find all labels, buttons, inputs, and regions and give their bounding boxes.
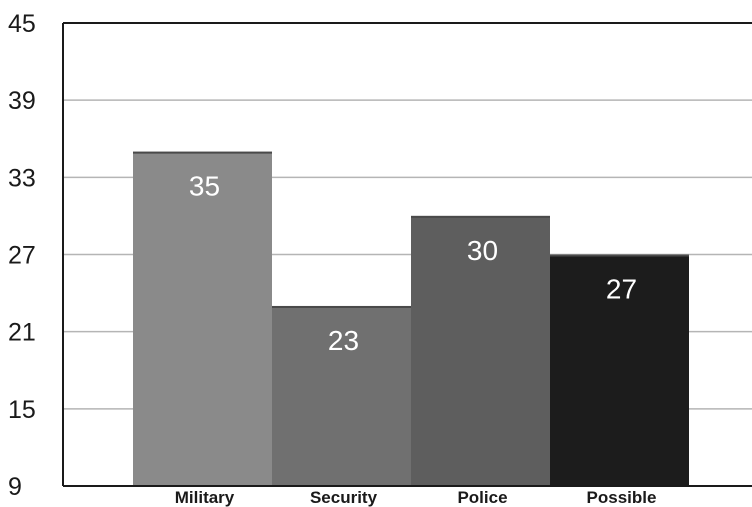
data-label: 35 bbox=[189, 171, 220, 202]
bar-security bbox=[272, 305, 411, 486]
y-tick-label: 45 bbox=[8, 10, 36, 38]
labels: 9 15 21 27 33 39 45 35 Military 23 Security 30 Polic… bbox=[8, 10, 656, 507]
y-tick-label: 21 bbox=[8, 319, 36, 347]
data-label: 23 bbox=[328, 325, 359, 356]
y-tick-label: 15 bbox=[8, 396, 36, 424]
x-tick-label: Possible bbox=[587, 488, 657, 507]
bar-police bbox=[411, 215, 550, 486]
x-tick-label: Police bbox=[457, 488, 507, 507]
x-tick-label: Military bbox=[175, 488, 235, 507]
y-tick-label: 27 bbox=[8, 242, 36, 270]
bars bbox=[133, 151, 689, 486]
bar-military bbox=[133, 151, 272, 486]
data-label: 30 bbox=[467, 235, 498, 266]
y-tick-label: 9 bbox=[8, 473, 22, 501]
y-tick-label: 33 bbox=[8, 164, 36, 192]
axes bbox=[62, 22, 752, 487]
data-label: 27 bbox=[606, 274, 637, 305]
bar-possible bbox=[550, 254, 689, 486]
x-tick-label: Security bbox=[310, 488, 378, 507]
y-tick-label: 39 bbox=[8, 87, 36, 115]
